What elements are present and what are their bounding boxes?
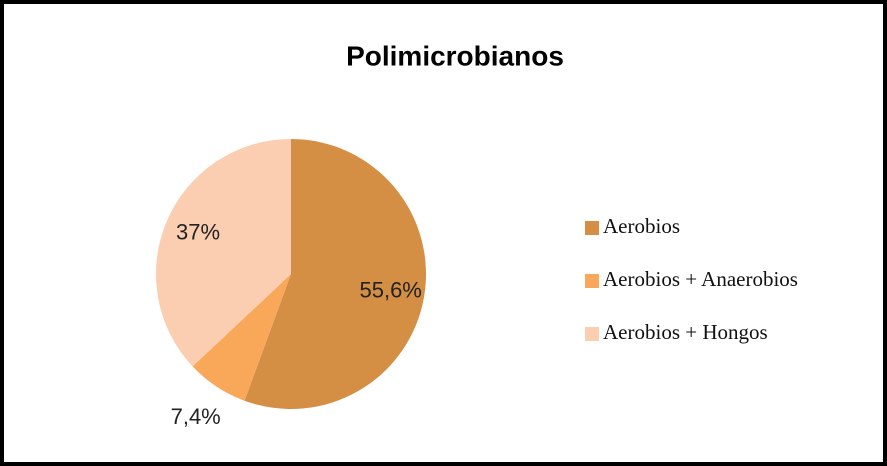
legend-swatch <box>585 221 599 235</box>
legend-label: Aerobios + Anaerobios <box>603 267 798 291</box>
legend-swatch <box>585 274 599 288</box>
chart-title: Polimicrobianos <box>346 40 564 71</box>
pie-slice <box>192 274 291 401</box>
data-label: 55,6% <box>359 278 421 303</box>
legend-swatch <box>585 327 599 341</box>
pie-slice <box>156 139 291 367</box>
data-label: 37% <box>176 220 220 245</box>
pie-slice <box>244 139 427 410</box>
legend-label: Aerobios <box>603 214 680 238</box>
data-label: 7,4% <box>171 404 221 429</box>
legend-label: Aerobios + Hongos <box>603 320 768 344</box>
